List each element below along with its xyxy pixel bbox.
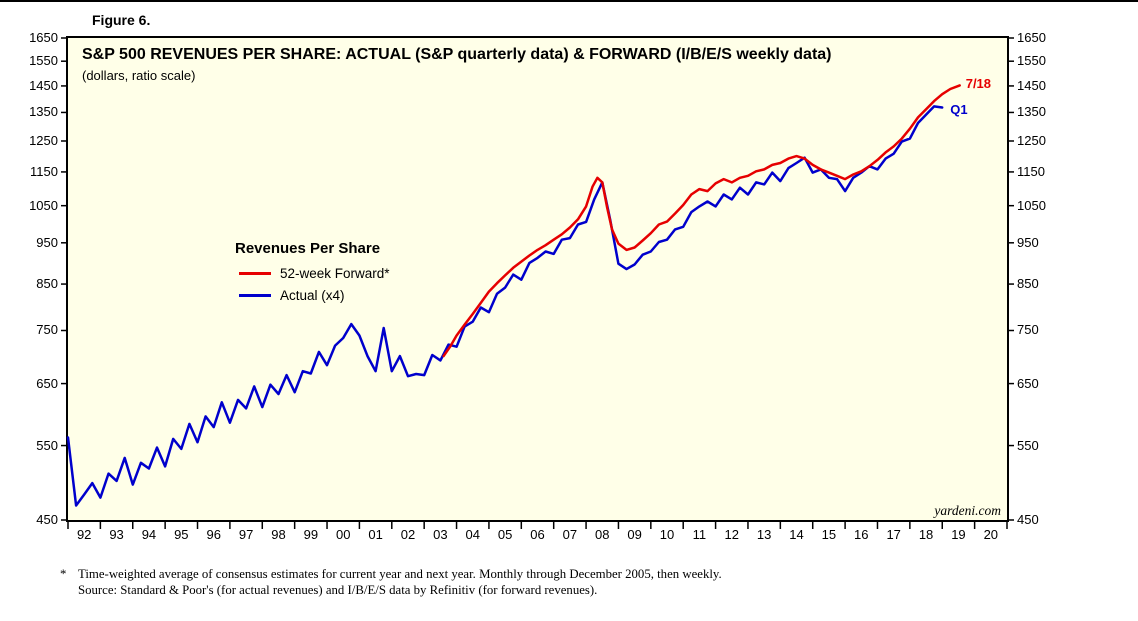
x-tick-label: 18: [918, 527, 934, 542]
y-tick-label-left: 550: [36, 437, 58, 453]
legend: Revenues Per Share 52-week Forward* Actua…: [235, 240, 390, 306]
x-tick-label: 13: [756, 527, 772, 542]
y-tick-label-right: 550: [1017, 437, 1039, 453]
chart-subtitle: (dollars, ratio scale): [82, 68, 196, 83]
x-tick-label: 17: [886, 527, 901, 542]
y-tick-label-left: 1350: [29, 104, 58, 120]
watermark: yardeni.com: [934, 503, 1001, 518]
top-rule: [0, 0, 1138, 2]
x-tick-label: 01: [368, 527, 383, 542]
x-tick-label: 19: [951, 527, 966, 542]
y-tick-label-left: 650: [36, 375, 58, 391]
x-tick-label: 97: [238, 527, 254, 542]
x-tick-label: 15: [821, 527, 837, 542]
x-tick-label: 09: [627, 527, 642, 542]
y-tick-label-left: 850: [36, 276, 58, 292]
y-tick-label-left: 1050: [29, 197, 58, 213]
y-tick-label-left: 1650: [29, 30, 58, 45]
y-tick-label-right: 1350: [1017, 104, 1046, 120]
y-tick-label-right: 850: [1017, 276, 1039, 292]
y-tick-label-left: 950: [36, 234, 58, 250]
x-tick-label: 05: [497, 527, 513, 542]
y-tick-label-right: 650: [1017, 375, 1039, 391]
x-tick-label: 10: [659, 527, 675, 542]
y-tick-label-left: 1550: [29, 53, 58, 69]
legend-title: Revenues Per Share: [235, 240, 381, 257]
y-tick-label-left: 1250: [29, 132, 58, 148]
chart-plot: [61, 37, 1014, 529]
footnote: * Time-weighted average of consensus esti…: [60, 566, 1080, 598]
x-tick-label: 96: [206, 527, 221, 542]
x-tick-label: 07: [562, 527, 578, 542]
legend-item: Actual (x4): [235, 284, 390, 306]
x-tick-label: 08: [595, 527, 610, 542]
footnote-marker: *: [60, 567, 67, 581]
x-tick-label: 04: [465, 527, 480, 542]
y-tick-label-right: 950: [1017, 234, 1039, 250]
y-tick-label-right: 1250: [1017, 132, 1046, 148]
footnote-text-1: Time-weighted average of consensus estim…: [78, 567, 722, 581]
chart-title: S&P 500 REVENUES PER SHARE: ACTUAL (S&P …: [82, 46, 832, 63]
x-tick-label: 93: [109, 527, 124, 542]
x-tick-label: 14: [789, 527, 804, 542]
y-tick-label-left: 1150: [30, 163, 58, 179]
y-tick-label-right: 450: [1017, 512, 1039, 527]
y-tick-label-left: 750: [36, 322, 58, 338]
x-tick-label: 94: [141, 527, 157, 542]
x-tick-label: 98: [271, 527, 286, 542]
x-tick-label: 11: [692, 527, 707, 542]
y-tick-label-left: 450: [36, 512, 58, 527]
series-line-52-week-forward-: [442, 84, 961, 358]
legend-swatch-icon: [239, 293, 271, 297]
y-tick-label-right: 750: [1017, 322, 1039, 338]
figure-label: Figure 6.: [92, 12, 151, 28]
annotation-7-18: 7/18: [965, 76, 992, 92]
footnote-text-2: Source: Standard & Poor's (for actual re…: [78, 583, 598, 597]
legend-rows: 52-week Forward* Actual (x4): [235, 262, 390, 306]
series-line-actual-x4-: [66, 105, 944, 507]
annotation-q1: Q1: [950, 101, 968, 117]
chart-panel: S&P 500 REVENUES PER SHARE: ACTUAL (S&P …: [61, 36, 1014, 529]
x-tick-label: 95: [174, 527, 189, 542]
x-tick-label: 02: [400, 527, 416, 542]
legend-label: Actual (x4): [280, 287, 345, 303]
x-tick-label: 00: [335, 527, 351, 542]
x-tick-label: 16: [854, 527, 869, 542]
footnote-line-1: * Time-weighted average of consensus esti…: [60, 566, 1080, 582]
x-tick-label: 12: [724, 527, 739, 542]
legend-item: 52-week Forward*: [235, 262, 390, 284]
y-tick-label-left: 1450: [29, 77, 58, 93]
y-tick-label-right: 1150: [1017, 163, 1045, 179]
x-tick-label: 03: [433, 527, 448, 542]
y-tick-label-right: 1650: [1017, 30, 1046, 45]
y-tick-label-right: 1550: [1017, 53, 1046, 69]
x-tick-label: 92: [76, 527, 92, 542]
x-tick-label: 06: [530, 527, 545, 542]
x-tick-label: 99: [303, 527, 319, 542]
y-tick-label-right: 1050: [1017, 197, 1046, 213]
legend-label: 52-week Forward*: [280, 265, 390, 281]
y-tick-label-right: 1450: [1017, 77, 1046, 93]
x-tick-label: 20: [983, 527, 999, 542]
legend-swatch-icon: [239, 271, 271, 275]
